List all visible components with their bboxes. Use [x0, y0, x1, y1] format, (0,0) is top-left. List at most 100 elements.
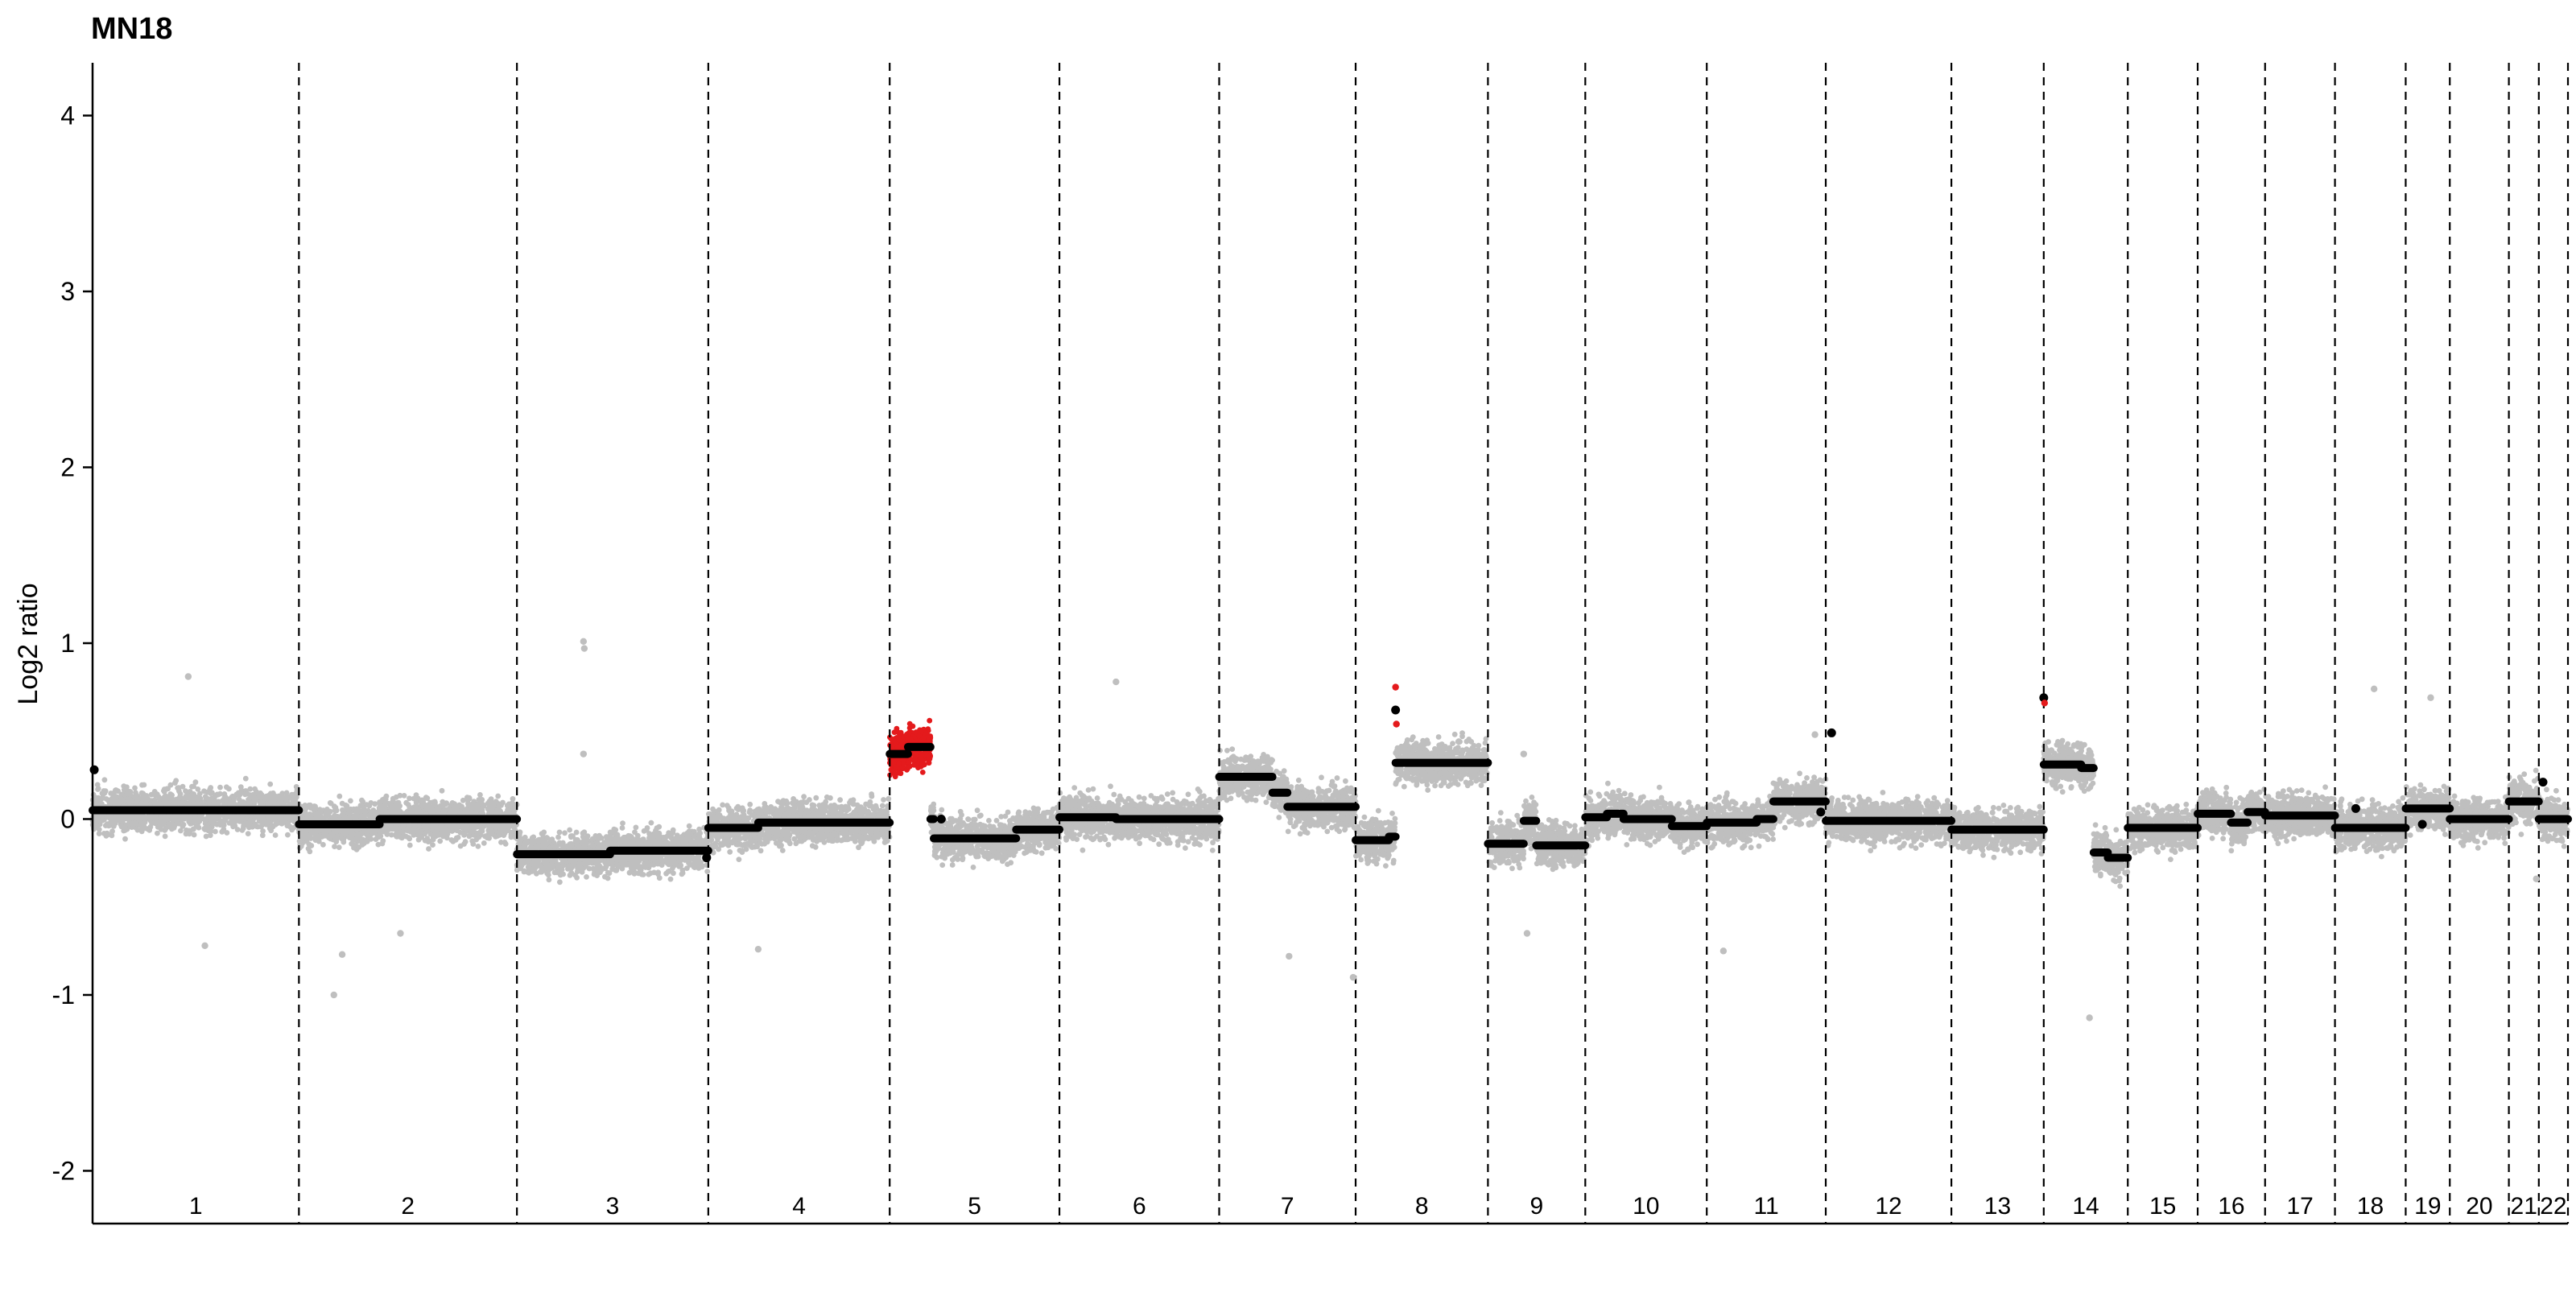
probe-point [349, 828, 355, 835]
probe-point [555, 834, 561, 840]
probe-point [306, 803, 312, 809]
probe-point [477, 824, 483, 830]
probe-point [221, 826, 227, 832]
probe-point [109, 832, 115, 839]
probe-point [480, 803, 486, 810]
probe-point [643, 827, 650, 833]
probe-point [710, 806, 716, 812]
probe-point [237, 784, 244, 790]
probe-point [101, 777, 108, 783]
probe-point [686, 855, 692, 861]
chart-title: MN18 [91, 12, 172, 46]
probe-point [194, 800, 200, 806]
probe-point [670, 865, 675, 871]
probe-point [736, 857, 742, 862]
probe-point [407, 842, 413, 848]
probe-point [732, 815, 738, 822]
probe-point [348, 798, 353, 804]
probe-point [109, 820, 115, 826]
probe-point [331, 828, 337, 835]
probe-point [424, 795, 431, 802]
probe-point [159, 795, 166, 802]
probe-point [178, 828, 184, 834]
probe-point [621, 834, 627, 840]
probe-point [612, 836, 618, 843]
probe-point [556, 829, 563, 836]
probe-point [656, 830, 662, 836]
probe-point [470, 841, 477, 847]
probe-point [502, 840, 508, 845]
probe-point [472, 809, 477, 815]
probe-point [242, 791, 248, 798]
probe-point [510, 796, 516, 802]
probe-point [673, 838, 679, 844]
probe-point [451, 807, 457, 812]
probe-point [177, 815, 183, 822]
probe-point [584, 874, 589, 880]
probe-point [664, 860, 671, 866]
probe-point [542, 858, 548, 865]
probe-point [332, 807, 338, 814]
probe-point [550, 858, 556, 865]
probe-point [647, 870, 654, 877]
probe-point [460, 810, 467, 815]
probe-point [475, 844, 481, 849]
probe-point [195, 786, 201, 792]
probe-point [497, 810, 503, 816]
probe-point [412, 823, 419, 829]
probe-point [265, 801, 271, 807]
probe-point [138, 825, 145, 832]
probe-point [749, 844, 755, 850]
probe-point [489, 831, 495, 837]
probe-point [592, 857, 598, 864]
probe-point [161, 786, 167, 792]
probe-point [145, 795, 151, 802]
probe-point [679, 836, 685, 842]
probe-point [247, 817, 254, 823]
probe-point [428, 807, 434, 813]
probe-point [401, 793, 407, 799]
probe-point [394, 833, 399, 840]
probe-point [207, 832, 213, 839]
probe-point [285, 832, 291, 838]
probe-point [581, 839, 587, 845]
probe-point [289, 791, 295, 798]
probe-point [212, 815, 217, 821]
probe-point [539, 866, 546, 873]
probe-point [302, 809, 308, 815]
probe-point [607, 829, 613, 836]
probe-point [407, 795, 412, 802]
probe-point [307, 848, 313, 855]
probe-point [568, 865, 574, 872]
probe-point [492, 823, 498, 829]
probe-point [103, 833, 109, 839]
probe-point [413, 804, 419, 811]
probe-point [183, 788, 188, 795]
probe-point [422, 831, 428, 836]
probe-point [245, 831, 251, 836]
probe-point [415, 836, 422, 843]
probe-point [690, 839, 696, 845]
probe-point [272, 793, 279, 799]
probe-point [216, 799, 222, 806]
probe-point [109, 828, 115, 835]
probe-point [747, 807, 753, 814]
probe-point [237, 791, 243, 798]
probe-point [727, 848, 733, 855]
probe-point [568, 870, 575, 876]
probe-point [534, 870, 539, 877]
probe-point [192, 779, 199, 786]
probe-point [279, 790, 286, 797]
probe-point [203, 833, 209, 840]
probe-point [126, 799, 133, 806]
probe-point [668, 832, 675, 837]
probe-point [372, 801, 378, 807]
probe-point [589, 843, 596, 848]
probe-point [138, 795, 144, 801]
probe-point [110, 796, 117, 803]
probe-point [431, 823, 436, 828]
probe-point [303, 831, 310, 837]
probe-point [648, 819, 654, 826]
probe-point [636, 858, 642, 865]
probe-point [586, 865, 592, 872]
